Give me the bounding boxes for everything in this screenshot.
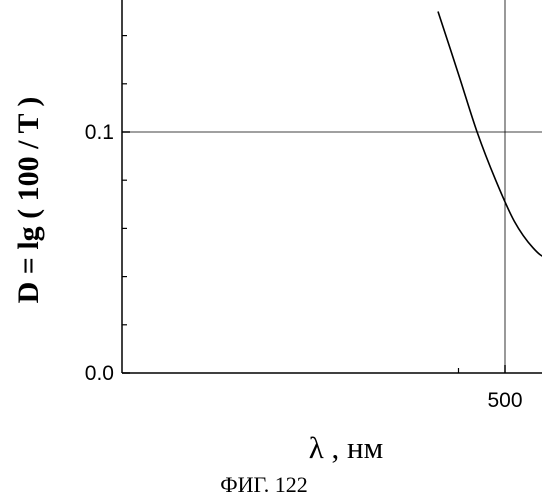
y-axis-label: D = lg ( 100 / T ) [12, 97, 45, 304]
x-tick-label-0: 500 [487, 389, 522, 412]
series-line [438, 12, 542, 374]
x-axis-label: λ , нм [309, 430, 384, 465]
y-tick-label-1: 0.1 [85, 121, 114, 144]
figure-caption: ФИГ. 122 [220, 472, 308, 497]
plot-area [122, 0, 542, 373]
gridlines [122, 0, 542, 373]
ticks [122, 36, 542, 373]
y-tick-label-0: 0.0 [85, 362, 114, 385]
